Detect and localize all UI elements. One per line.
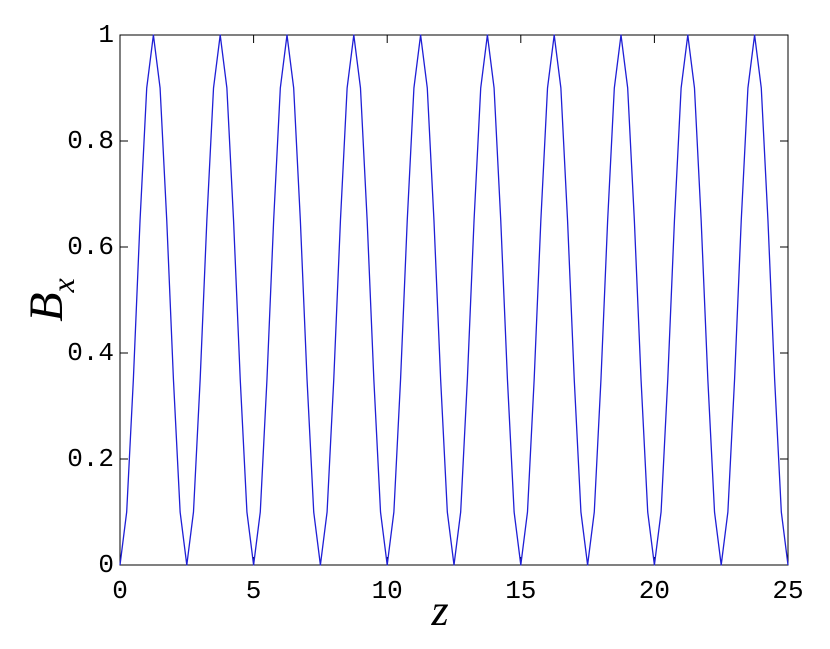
y-axis-label-group: Bx <box>20 278 81 322</box>
x-tick-label: 15 <box>505 576 536 606</box>
y-tick-label: 0.2 <box>67 444 114 474</box>
plot-frame <box>119 34 789 566</box>
x-axis-label: z <box>430 586 448 635</box>
y-tick-label: 0.4 <box>67 338 114 368</box>
y-tick-label: 0 <box>98 550 114 580</box>
data-line <box>119 34 789 566</box>
x-tick-label: 25 <box>772 576 803 606</box>
x-tick-label: 10 <box>372 576 403 606</box>
x-tick-label: 5 <box>246 576 262 606</box>
y-axis-label: Bx <box>20 278 81 322</box>
y-axis-label-sub: x <box>45 278 81 293</box>
y-axis-label-base: B <box>20 292 73 321</box>
x-tick-label: 20 <box>639 576 670 606</box>
y-tick-label: 0.8 <box>67 126 114 156</box>
x-tick-label: 0 <box>112 576 128 606</box>
y-tick-label: 1 <box>98 20 114 50</box>
y-tick-label: 0.6 <box>67 232 114 262</box>
